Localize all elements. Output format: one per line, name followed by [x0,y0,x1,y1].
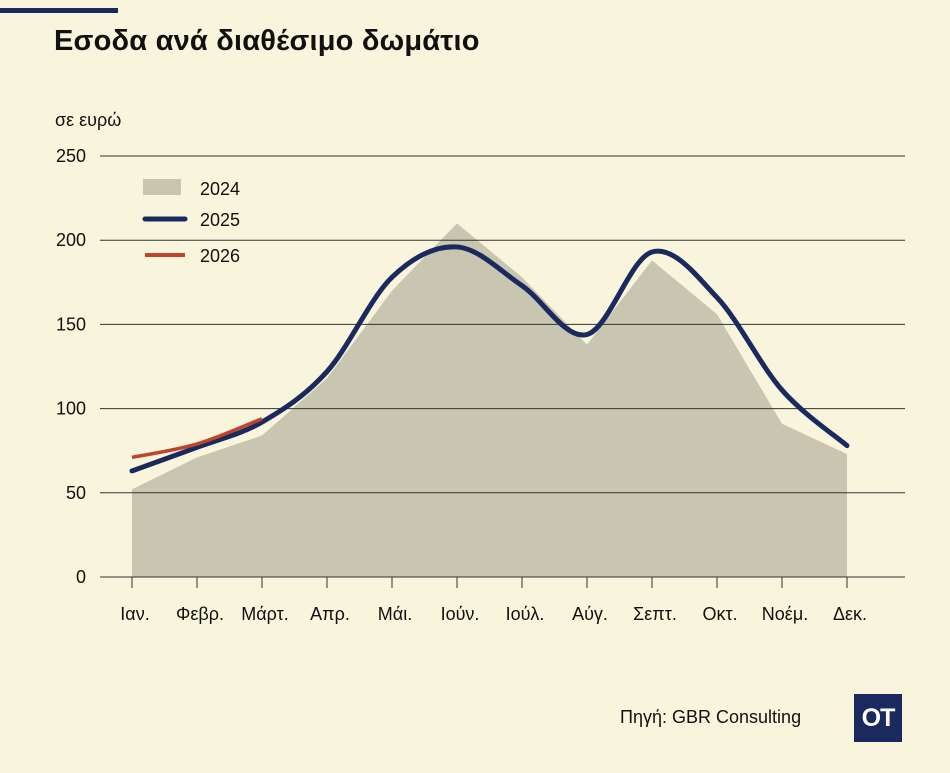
legend-label-2024: 2024 [200,179,240,199]
y-tick-label: 200 [56,230,86,250]
x-tick-label: Νοέμ. [762,604,808,624]
x-tick-label: Μάρτ. [241,604,289,624]
series-2024-area [132,223,847,578]
x-tick-label: Αύγ. [572,604,608,624]
y-tick-label: 100 [56,399,86,419]
x-tick-label: Φεβρ. [176,604,224,624]
x-tick-label: Ιαν. [120,604,149,624]
ot-logo: OT [854,694,902,742]
x-tick-label: Οκτ. [702,604,737,624]
legend-label-2025: 2025 [200,210,240,230]
x-tick-label: Δεκ. [833,604,867,624]
y-tick-label: 0 [76,567,86,587]
legend-swatch-2024 [143,179,181,195]
series-2026-line [131,417,263,460]
y-tick-label: 50 [66,483,86,503]
y-tick-label: 250 [56,146,86,166]
x-tick-label: Μάι. [378,604,412,624]
x-tick-label: Ιούν. [441,604,480,624]
x-tick-label: Ιούλ. [506,604,545,624]
accent-bar [0,8,118,13]
y-tick-label: 150 [56,314,86,334]
chart-title: Εσοδα ανά διαθέσιμο δωμάτιο [54,25,480,57]
source-note: Πηγή: GBR Consulting [620,707,802,727]
x-tick-label: Σεπτ. [633,604,677,624]
series-2025-line [129,244,850,474]
x-tick-label: Απρ. [310,604,350,624]
y-axis-label: σε ευρώ [55,110,121,130]
legend-label-2026: 2026 [200,246,240,266]
